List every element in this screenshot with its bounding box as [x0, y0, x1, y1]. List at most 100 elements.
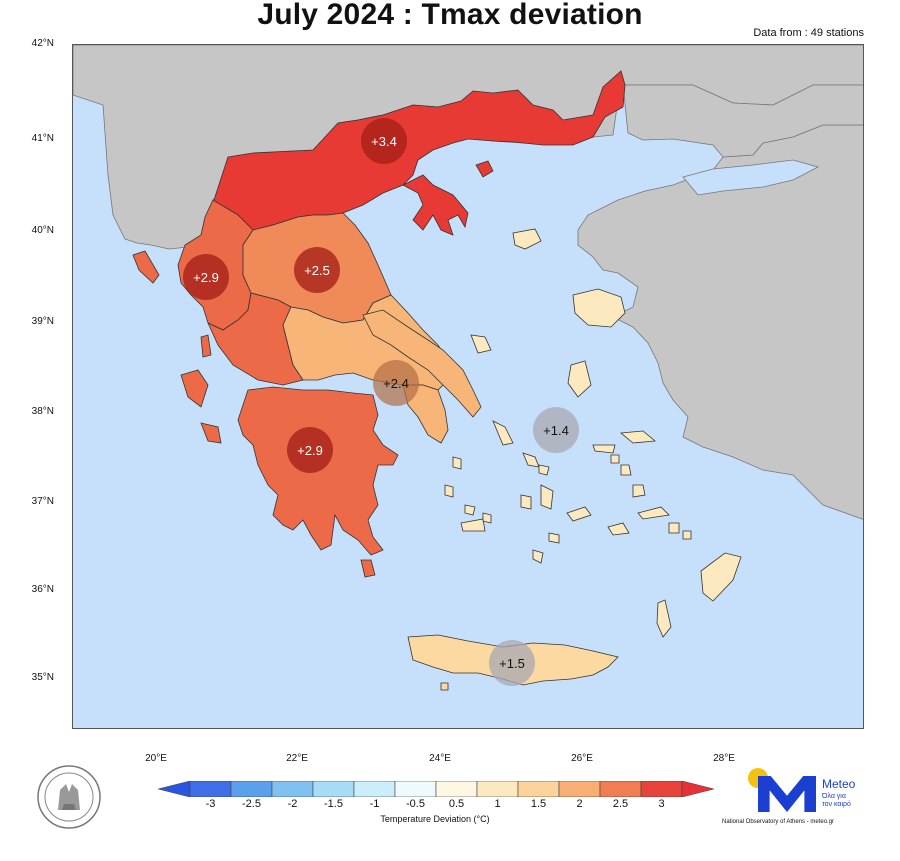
island-andros: [492, 420, 514, 446]
lat-label-41: 41°N: [31, 133, 54, 144]
island-kos: [637, 506, 670, 520]
aegean-islands: [444, 228, 742, 638]
meteo-tagline: Όλα για τον καιρό: [822, 793, 851, 809]
lat-label-39: 39°N: [31, 316, 54, 327]
meteo-tagline-2: τον καιρό: [822, 801, 851, 808]
station-count: Data from : 49 stations: [753, 27, 864, 39]
colorbar-arrow-high: [681, 781, 714, 797]
colorbar-cell: [476, 781, 519, 797]
island-milos: [460, 518, 486, 532]
island-mykonos: [538, 464, 550, 476]
island-kefalonia: [180, 369, 209, 408]
colorbar-cell: [189, 781, 232, 797]
island-gavdos: [440, 682, 449, 691]
map-frame: +3.4 +2.9 +2.5 +2.4 +2.9 +1.4 +1.5: [72, 44, 864, 729]
island-lefkada: [200, 334, 212, 358]
colorbar-tick-label: 3: [658, 798, 665, 810]
region-attica: [402, 384, 449, 444]
island-samos: [620, 430, 656, 444]
colorbar-cell: [230, 781, 273, 797]
island-kea: [452, 456, 462, 470]
island-chios: [567, 360, 592, 398]
colorbar-tick-label: 1: [494, 798, 501, 810]
island-kythira: [360, 559, 376, 578]
island-skyros: [470, 334, 492, 354]
lat-label-38: 38°N: [31, 406, 54, 417]
meteo-brand: Meteo: [822, 777, 856, 791]
colorbar-tick-label: -0.5: [406, 798, 425, 810]
island-nisyros: [668, 522, 680, 534]
region-thasos: [475, 160, 494, 178]
colorbar-cell: [640, 781, 683, 797]
island-kalymnos: [632, 484, 646, 498]
island-patmos: [610, 454, 620, 464]
lat-label-36: 36°N: [31, 584, 54, 595]
meteo-tagline-1: Όλα για: [822, 793, 846, 800]
deviation-badge-central-greece: +2.4: [373, 360, 419, 406]
island-astypalaia: [607, 522, 630, 536]
island-rhodes: [700, 552, 742, 602]
colorbar-tick-label: 1.5: [530, 798, 547, 810]
observatory-seal-icon: [37, 765, 101, 829]
colorbar-cell: [558, 781, 601, 797]
island-santorini: [532, 549, 544, 564]
island-naxos: [540, 484, 554, 510]
colorbar-cell: [517, 781, 560, 797]
island-sifnos: [482, 512, 492, 524]
colorbar-cell: [312, 781, 355, 797]
footer-credit: National Observatory of Athens - meteo.g…: [722, 819, 835, 825]
lon-label-22: 22°E: [286, 753, 308, 764]
colorbar-tick-label: -1.5: [324, 798, 343, 810]
deviation-badge-crete: +1.5: [489, 640, 535, 686]
island-zakynthos: [200, 422, 222, 444]
colorbar-arrow-low: [158, 781, 191, 797]
island-ios: [548, 532, 560, 544]
colorbar-tick-label: 2.5: [612, 798, 629, 810]
island-amorgos: [566, 506, 592, 522]
land-sea-of-marmara: [682, 159, 820, 196]
colorbar: [158, 781, 714, 797]
island-lesvos: [572, 288, 626, 328]
colorbar-tick-label: -3: [205, 798, 216, 810]
colorbar-cell: [435, 781, 478, 797]
island-karpathos: [656, 599, 672, 638]
deviation-badge-thessaly: +2.5: [294, 247, 340, 293]
land-bulgaria-thrace-grey: [622, 84, 863, 158]
land-turkey: [577, 124, 863, 520]
lon-label-26: 26°E: [571, 753, 593, 764]
colorbar-tick-label: -2: [287, 798, 298, 810]
colorbar-tick-label: 0.5: [448, 798, 465, 810]
meteo-m-logo-icon: [758, 776, 816, 812]
colorbar-cell: [353, 781, 396, 797]
island-corfu: [132, 250, 160, 284]
deviation-badge-epirus: +2.9: [183, 254, 229, 300]
island-kythnos: [444, 484, 454, 498]
island-leros: [620, 464, 632, 476]
colorbar-tick-label: 2: [576, 798, 583, 810]
colorbar-tick-label: -2.5: [242, 798, 261, 810]
island-ikaria: [592, 444, 616, 454]
island-tinos: [522, 452, 540, 468]
deviation-badge-peloponnese: +2.9: [287, 427, 333, 473]
colorbar-title: Temperature Deviation (°C): [380, 814, 490, 824]
colorbar-cell: [394, 781, 437, 797]
lon-label-24: 24°E: [429, 753, 451, 764]
colorbar-cell: [599, 781, 642, 797]
region-chalkidiki: [402, 174, 469, 236]
lat-label-40: 40°N: [31, 225, 54, 236]
colorbar-tick-label: -1: [369, 798, 380, 810]
colorbar-cells: [189, 781, 683, 797]
map-title: July 2024 : Tmax deviation: [257, 0, 643, 31]
island-serifos: [464, 504, 476, 516]
deviation-badge-macedonia-thrace: +3.4: [361, 118, 407, 164]
region-euboea: [362, 309, 482, 418]
island-lemnos: [512, 228, 542, 250]
lon-label-20: 20°E: [145, 753, 167, 764]
lon-label-28: 28°E: [713, 753, 735, 764]
colorbar-cell: [271, 781, 314, 797]
deviation-badge-aegean: +1.4: [533, 407, 579, 453]
map-canvas: [73, 45, 863, 691]
lat-label-37: 37°N: [31, 496, 54, 507]
lat-label-42: 42°N: [31, 38, 54, 49]
island-paros: [520, 494, 532, 510]
